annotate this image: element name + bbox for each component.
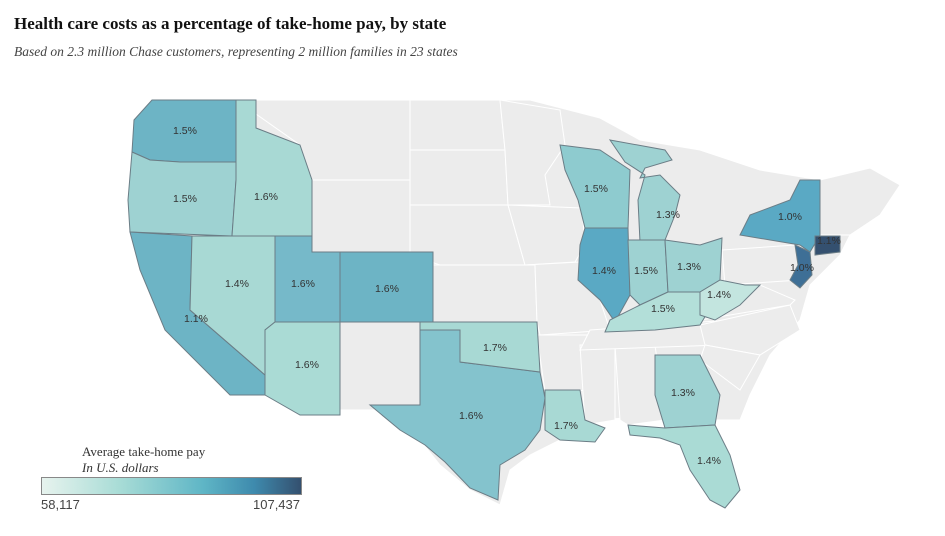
chart-title: Health care costs as a percentage of tak…: [14, 14, 447, 33]
state-label-OK: 1.7%: [483, 342, 507, 354]
state-labels: 1.5% 1.5% 1.1% 1.6% 1.4% 1.6% 1.6% 1.6% …: [173, 125, 841, 467]
state-MN: [499, 99, 566, 206]
state-label-CO: 1.6%: [375, 283, 399, 295]
data-states: [127, 99, 841, 509]
state-label-CT: 1.1%: [817, 235, 841, 247]
state-label-GA: 1.3%: [671, 387, 695, 399]
state-label-WA: 1.5%: [173, 125, 197, 137]
state-NY[interactable]: [739, 179, 821, 253]
state-OK[interactable]: [419, 321, 541, 373]
state-label-NJ: 1.0%: [790, 262, 814, 274]
state-ID[interactable]: [231, 99, 313, 237]
state-NJ[interactable]: [789, 244, 813, 289]
legend-color-scale: [41, 477, 302, 495]
state-label-IL: 1.4%: [592, 265, 616, 277]
state-label-UT: 1.6%: [291, 278, 315, 290]
legend-min-label: 58,117: [41, 497, 80, 512]
state-label-TX: 1.6%: [459, 410, 483, 422]
state-label-AZ: 1.6%: [295, 359, 319, 371]
state-NM: [339, 321, 421, 411]
legend-subtitle: In U.S. dollars: [82, 460, 159, 475]
state-MS: [579, 344, 616, 426]
state-LA[interactable]: [544, 389, 606, 443]
legend-max-label: 107,437: [253, 497, 300, 512]
state-label-WV: 1.4%: [707, 289, 731, 301]
state-WY: [311, 179, 411, 261]
state-label-CA: 1.1%: [184, 313, 208, 325]
state-SC: [699, 344, 761, 391]
state-IL[interactable]: [577, 227, 631, 323]
state-KS: [419, 264, 538, 323]
state-label-ID: 1.6%: [254, 191, 278, 203]
state-label-NV: 1.4%: [225, 278, 249, 290]
state-NE-region: [819, 167, 901, 236]
state-label-IN: 1.5%: [634, 265, 658, 277]
state-ND: [409, 99, 506, 151]
state-label-KY: 1.5%: [651, 303, 675, 315]
state-PA: [721, 244, 801, 286]
state-NC: [699, 304, 801, 356]
state-SD: [409, 149, 509, 206]
state-WV[interactable]: [699, 279, 762, 321]
state-label-FL: 1.4%: [697, 455, 721, 467]
state-label-WI: 1.5%: [584, 183, 608, 195]
state-CT[interactable]: [814, 235, 841, 256]
state-MI[interactable]: [608, 139, 681, 243]
state-label-OH: 1.3%: [677, 261, 701, 273]
chart-subtitle: Based on 2.3 million Chase customers, re…: [14, 44, 458, 59]
state-label-OR: 1.5%: [173, 193, 197, 205]
legend-title: Average take-home pay: [82, 444, 206, 459]
state-label-LA: 1.7%: [554, 420, 578, 432]
state-FL[interactable]: [627, 424, 741, 509]
state-label-NY: 1.0%: [778, 211, 802, 223]
state-label-MI: 1.3%: [656, 209, 680, 221]
